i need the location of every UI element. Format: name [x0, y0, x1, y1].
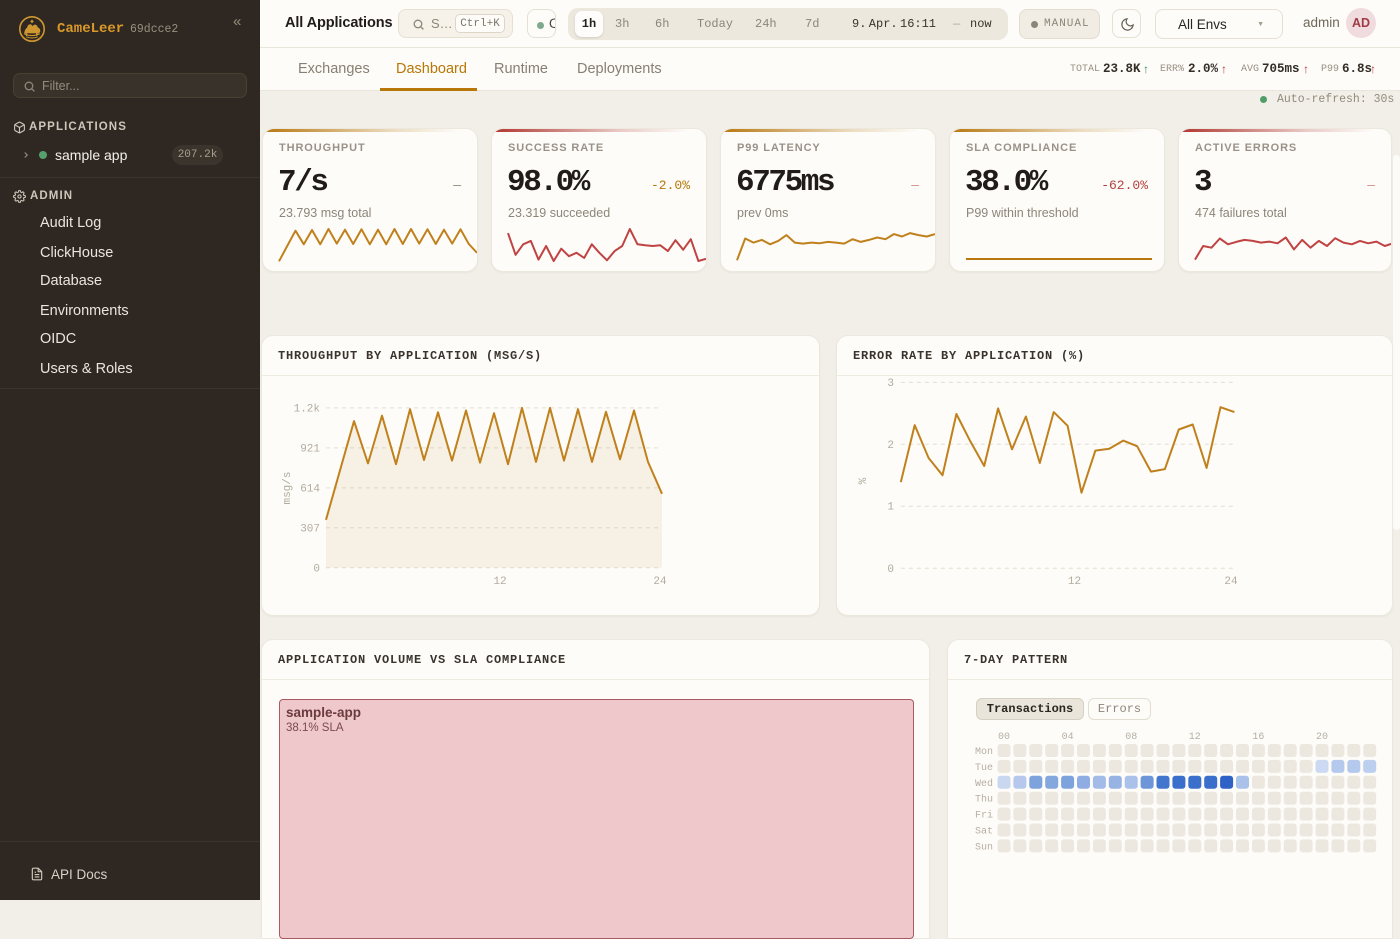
- svg-text:Thu: Thu: [975, 794, 993, 806]
- svg-text:1: 1: [887, 502, 894, 514]
- svg-text:Sat: Sat: [975, 827, 993, 838]
- svg-text:Tue: Tue: [975, 763, 993, 774]
- svg-text:12: 12: [1189, 732, 1201, 743]
- svg-text:%: %: [858, 477, 870, 484]
- svg-text:04: 04: [1062, 732, 1074, 743]
- svg-text:3: 3: [887, 378, 894, 390]
- svg-text:Wed: Wed: [975, 778, 993, 790]
- svg-text:921: 921: [300, 443, 320, 455]
- svg-text:12: 12: [1068, 576, 1081, 588]
- svg-text:614: 614: [300, 483, 320, 495]
- svg-text:307: 307: [300, 523, 320, 535]
- svg-text:Sun: Sun: [975, 842, 993, 853]
- svg-text:12: 12: [493, 576, 506, 588]
- svg-text:24: 24: [1224, 576, 1238, 588]
- svg-text:Mon: Mon: [975, 747, 993, 758]
- svg-text:2: 2: [887, 440, 894, 452]
- svg-text:Fri: Fri: [975, 810, 993, 822]
- svg-text:16: 16: [1252, 732, 1264, 743]
- svg-text:msg/s: msg/s: [282, 471, 294, 504]
- svg-text:20: 20: [1316, 732, 1328, 743]
- svg-text:24: 24: [653, 576, 667, 588]
- svg-text:0: 0: [887, 564, 894, 576]
- svg-text:1.2k: 1.2k: [294, 403, 321, 415]
- svg-text:0: 0: [313, 563, 320, 575]
- svg-text:00: 00: [998, 732, 1010, 743]
- svg-text:08: 08: [1125, 732, 1137, 743]
